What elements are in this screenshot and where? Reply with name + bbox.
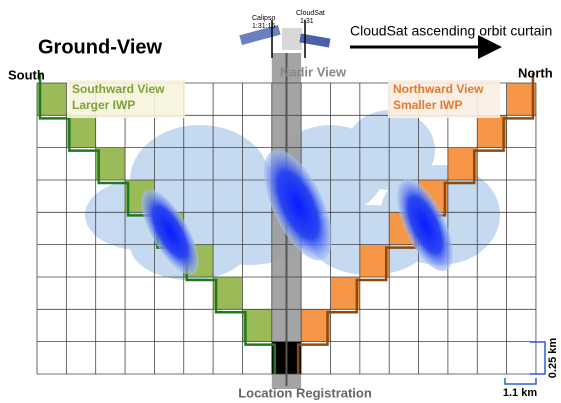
northward-label: Northward View (393, 82, 484, 96)
northward-cell (447, 147, 478, 180)
southward-cell (66, 115, 96, 148)
northward-note: Smaller IWP (393, 98, 462, 112)
northward-cell (359, 244, 390, 277)
north-label: North (518, 65, 553, 80)
horizontal-scale: 1.1 km (503, 387, 537, 399)
sat-label: Calipso (252, 15, 275, 22)
northward-cell (330, 276, 360, 310)
scale-bracket (504, 378, 537, 385)
vertical-scale: 0.25 km (547, 338, 559, 379)
title: Ground-View (38, 36, 163, 58)
sat-time: 1:31:15 (252, 23, 275, 30)
registration-label: Location Registration (238, 385, 372, 400)
grid (36, 53, 537, 389)
southward-cell (242, 309, 272, 342)
northward-cell (477, 115, 507, 148)
northward-cell (301, 309, 331, 342)
south-label: South (8, 67, 45, 82)
sat-time: 1:31 (300, 18, 314, 25)
southward-note: Larger IWP (72, 98, 135, 112)
sat-label: CloudSat (296, 10, 325, 17)
southward-cell (37, 83, 67, 116)
label-box (67, 80, 185, 118)
southward-cell (213, 276, 243, 310)
satellite (239, 20, 331, 58)
label-box (388, 80, 500, 118)
southward-label: Southward View (72, 82, 165, 96)
scale-bracket (530, 341, 546, 375)
nadir-label: Nadir View (280, 64, 347, 79)
northward-cell (506, 83, 536, 116)
ice-core (141, 149, 453, 275)
orbit-label: CloudSat ascending orbit curtain (350, 23, 552, 39)
southward-cell (95, 147, 126, 180)
